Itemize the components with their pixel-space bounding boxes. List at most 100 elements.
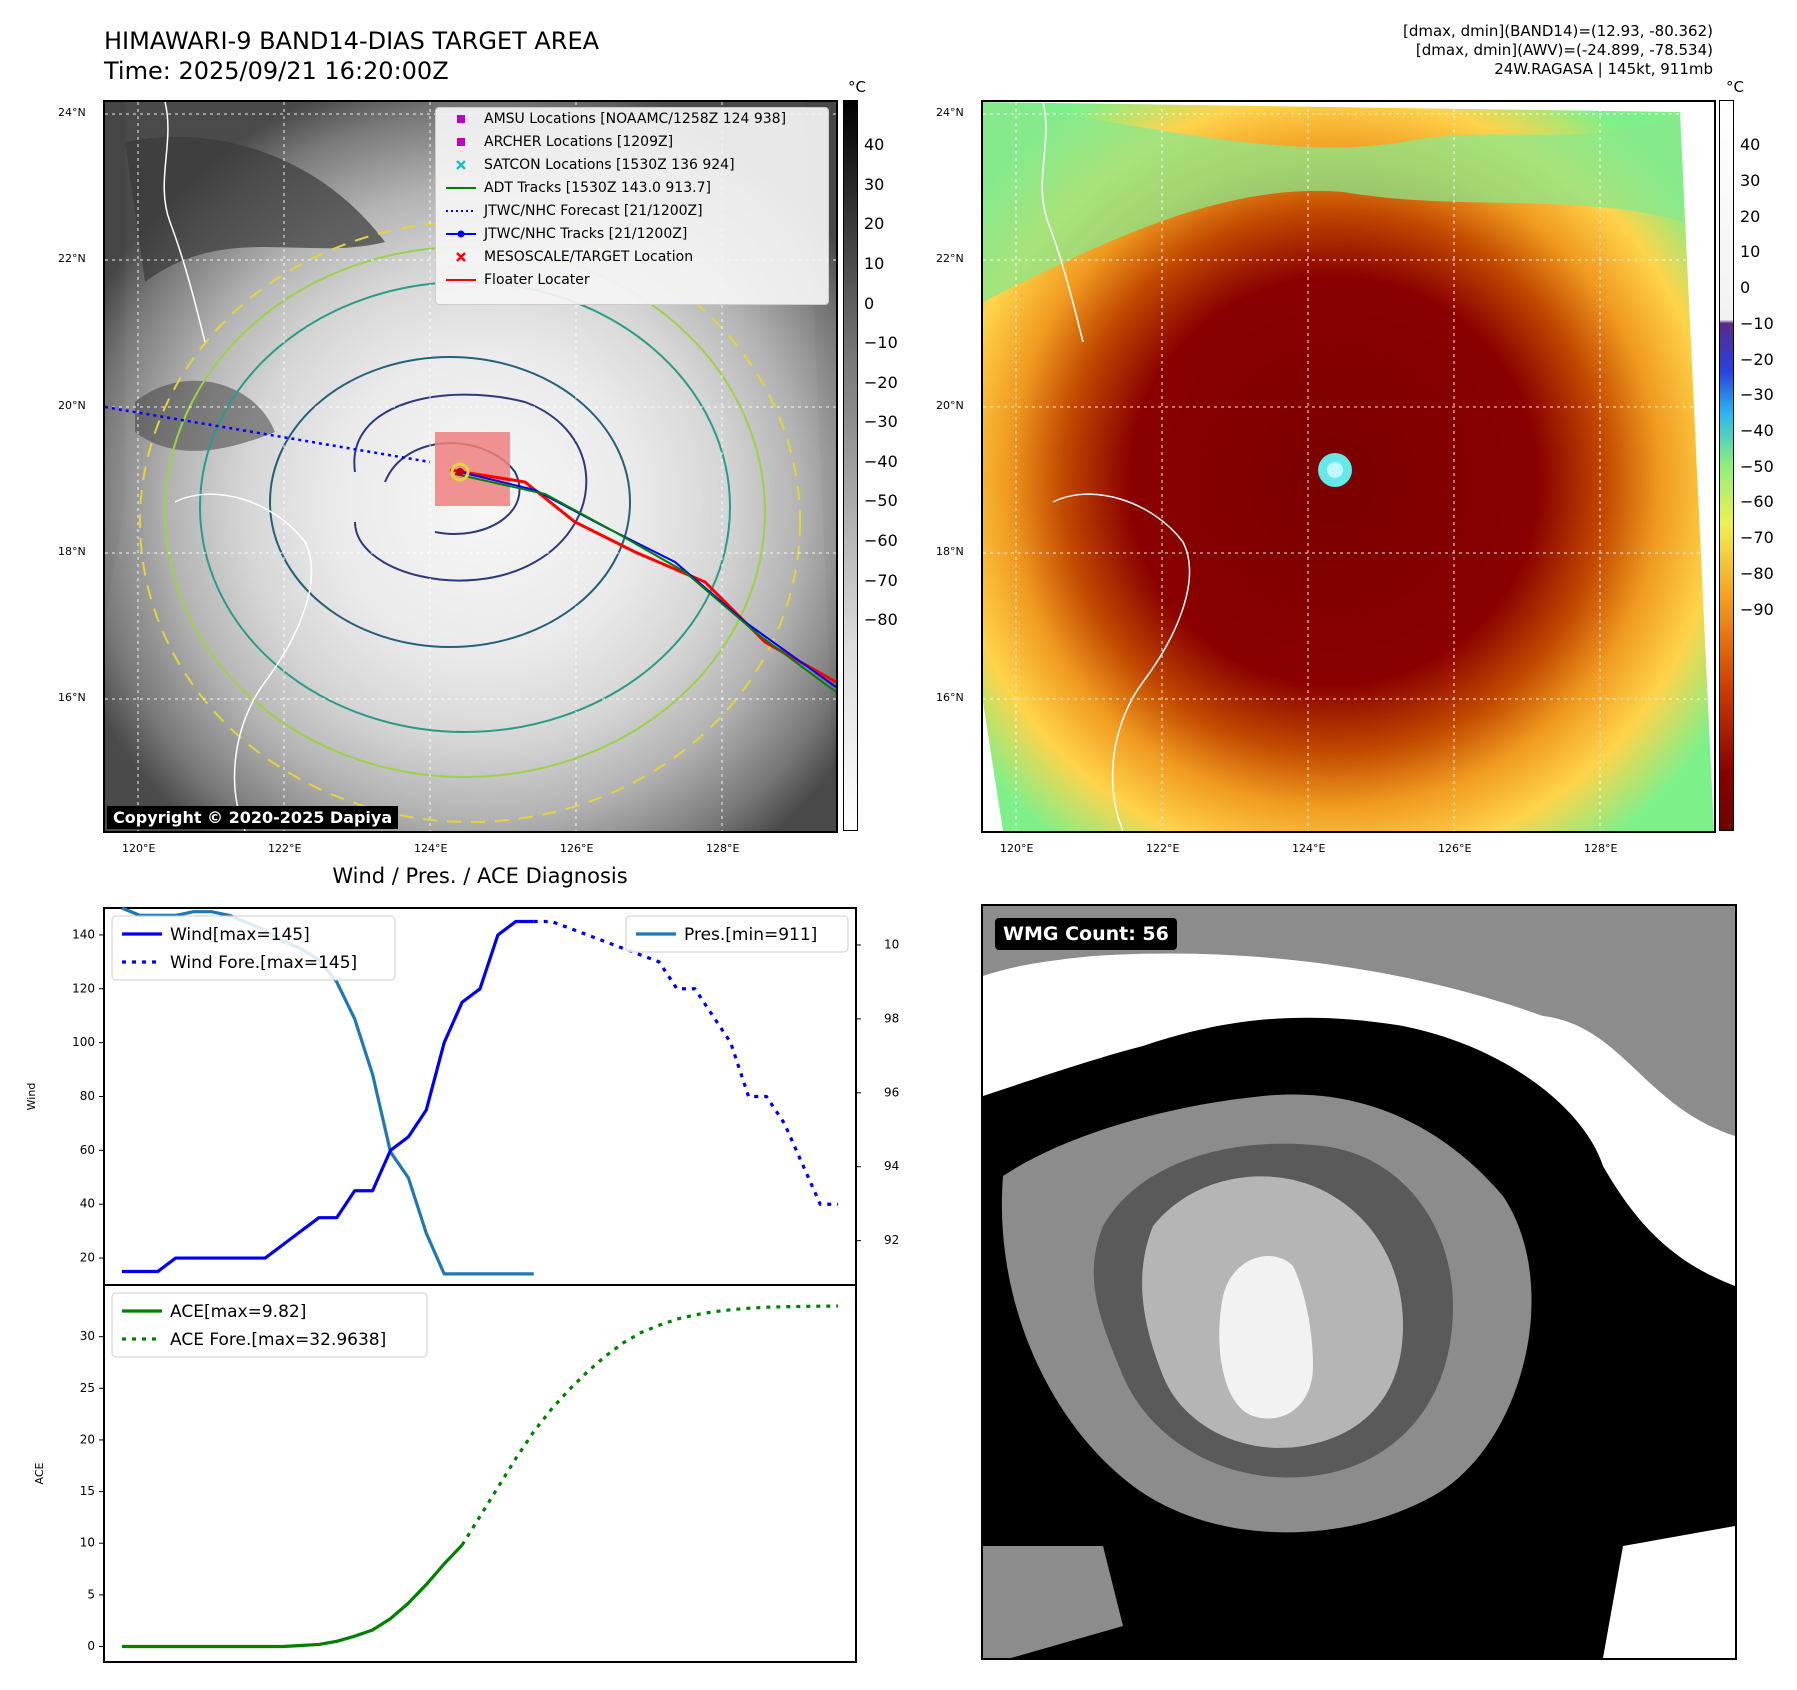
wind-y-tick-label: 140 <box>72 927 95 941</box>
lon-label: 128°E <box>1584 842 1618 855</box>
colorbar-tick-label: 40 <box>864 135 885 155</box>
legend-label: ARCHER Locations [1209Z] <box>484 134 674 150</box>
lat-label: 24°N <box>936 106 964 119</box>
lon-label: 128°E <box>706 842 740 855</box>
diagnosis-title: Wind / Pres. / ACE Diagnosis <box>332 864 628 888</box>
info-line-2: [dmax, dmin](AWV)=(-24.899, -78.534) <box>1415 41 1713 59</box>
colorbar-tick-label: −10 <box>1740 313 1774 333</box>
wmg-image <box>983 906 1735 1658</box>
pressure-y-tick-label: 980 <box>884 1011 900 1025</box>
wind-y-tick-label: 40 <box>80 1197 95 1211</box>
wmg-count-badge: WMG Count: 56 <box>995 918 1177 950</box>
wind-axis-label: Wind <box>25 1083 38 1111</box>
wind-legend <box>111 915 396 981</box>
lon-label: 122°E <box>1146 842 1180 855</box>
legend-line-icon <box>444 180 478 196</box>
grayscale-colorbar <box>843 100 858 831</box>
colorbar-tick-label: 30 <box>1740 170 1761 190</box>
colorbar-tick-label: −70 <box>1740 528 1774 548</box>
legend-label: AMSU Locations [NOAAMC/1258Z 124 938] <box>484 111 787 127</box>
colorbar-unit-right: °C <box>1726 78 1744 96</box>
lat-label: 20°N <box>58 399 86 412</box>
ace-y-tick-label: 5 <box>87 1587 95 1601</box>
legend-label: JTWC/NHC Tracks [21/1200Z] <box>484 226 688 242</box>
ace-y-tick-label: 10 <box>80 1536 95 1550</box>
wind-forecast-series-line <box>533 919 839 1206</box>
colorbar-tick-label: 0 <box>864 293 875 313</box>
lon-label: 122°E <box>268 842 302 855</box>
lon-label: 126°E <box>560 842 594 855</box>
ace-y-tick-label: 0 <box>87 1639 95 1653</box>
ace-axis-label: ACE <box>33 1462 46 1484</box>
pressure-y-tick-label: 960 <box>884 1085 900 1099</box>
colorbar-tick-label: −80 <box>1740 563 1774 583</box>
ace-y-tick-label: 20 <box>80 1432 95 1446</box>
legend-label: Wind[max=145] <box>170 925 310 945</box>
colorbar-tick-label: 10 <box>1740 242 1761 262</box>
pressure-legend <box>625 915 849 953</box>
colorbar-tick-label: −10 <box>864 333 898 353</box>
colorbar-tick-label: −20 <box>864 372 898 392</box>
pressure-y-tick-label: 920 <box>884 1233 900 1247</box>
legend-line-icon <box>444 272 478 288</box>
lat-label: 20°N <box>936 399 964 412</box>
wind-series-line <box>121 919 534 1274</box>
colorbar-tick-label: 40 <box>1740 135 1761 155</box>
legend-item-mesoscale: MESOSCALE/TARGET Location <box>436 246 828 269</box>
legend-line-dot-icon <box>444 226 478 242</box>
band14-map-panel: Copyright © 2020-2025 Dapiya AMSU Locati… <box>103 100 838 833</box>
legend-square-icon <box>444 134 478 150</box>
colorbar-unit-left: °C <box>848 78 866 96</box>
wind-y-tick-label: 20 <box>80 1251 95 1265</box>
lat-label: 24°N <box>58 106 86 119</box>
colorbar-tick-label: −30 <box>864 412 898 432</box>
ace-y-tick-label: 30 <box>80 1329 95 1343</box>
colorbar-tick-label: −20 <box>1740 349 1774 369</box>
colorbar-tick-label: −70 <box>864 570 898 590</box>
lat-label: 16°N <box>58 691 86 704</box>
colorbar-tick-label: −60 <box>1740 492 1774 512</box>
legend-label: Wind Fore.[max=145] <box>170 953 357 973</box>
info-line-3: 24W.RAGASA | 145kt, 911mb <box>1494 60 1713 78</box>
lat-label: 18°N <box>936 545 964 558</box>
ace-forecast-series-line <box>460 1304 839 1546</box>
legend-item-forecast: JTWC/NHC Forecast [21/1200Z] <box>436 200 828 223</box>
figure-title: HIMAWARI-9 BAND14-DIAS TARGET AREA Time:… <box>104 26 599 86</box>
info-line-1: [dmax, dmin](BAND14)=(12.93, -80.362) <box>1402 22 1713 40</box>
ace-y-tick-label: 15 <box>80 1484 95 1498</box>
lat-label: 22°N <box>936 252 964 265</box>
wind-y-tick-label: 80 <box>80 1089 95 1103</box>
pressure-y-tick-label: 940 <box>884 1159 900 1173</box>
lat-label: 22°N <box>58 252 86 265</box>
ace-axes-frame <box>103 1284 857 1663</box>
colorbar-tick-label: 0 <box>1740 278 1751 298</box>
legend-label: ACE[max=9.82] <box>170 1302 306 1322</box>
legend-item-satcon: SATCON Locations [1530Z 136 924] <box>436 154 828 177</box>
lon-label: 120°E <box>122 842 156 855</box>
legend-x-icon <box>444 157 478 173</box>
legend-label: SATCON Locations [1530Z 136 924] <box>484 157 735 173</box>
copyright-label: Copyright © 2020-2025 Dapiya <box>107 806 399 829</box>
colorbar-tick-label: −60 <box>864 531 898 551</box>
awv-map-panel <box>981 100 1716 833</box>
legend-item-tracks: JTWC/NHC Tracks [21/1200Z] <box>436 223 828 246</box>
colorbar-tick-label: −40 <box>864 451 898 471</box>
legend-dotted-line-icon <box>444 203 478 219</box>
legend-label: ADT Tracks [1530Z 143.0 913.7] <box>484 180 711 196</box>
colorbar-tick-label: −80 <box>864 610 898 630</box>
title-line-2: Time: 2025/09/21 16:20:00Z <box>104 57 449 85</box>
lon-label: 124°E <box>414 842 448 855</box>
legend-label: Floater Locater <box>484 272 590 288</box>
lon-label: 120°E <box>1000 842 1034 855</box>
map-legend: AMSU Locations [NOAAMC/1258Z 124 938] AR… <box>435 107 829 305</box>
diagnosis-chart: 20 40 60 80 100 120 140 920 940 960 980 1000 0 5 10 15 2… <box>25 906 900 1663</box>
legend-label: Pres.[min=911] <box>684 925 817 945</box>
lat-label: 16°N <box>936 691 964 704</box>
colorbar-tick-label: −40 <box>1740 420 1774 440</box>
lon-label: 124°E <box>1292 842 1326 855</box>
colorbar-tick-label: 30 <box>864 174 885 194</box>
lat-label: 18°N <box>58 545 86 558</box>
legend-item-floater: Floater Locater <box>436 269 828 292</box>
awv-colorbar <box>1719 100 1734 831</box>
colorbar-tick-label: −50 <box>864 491 898 511</box>
